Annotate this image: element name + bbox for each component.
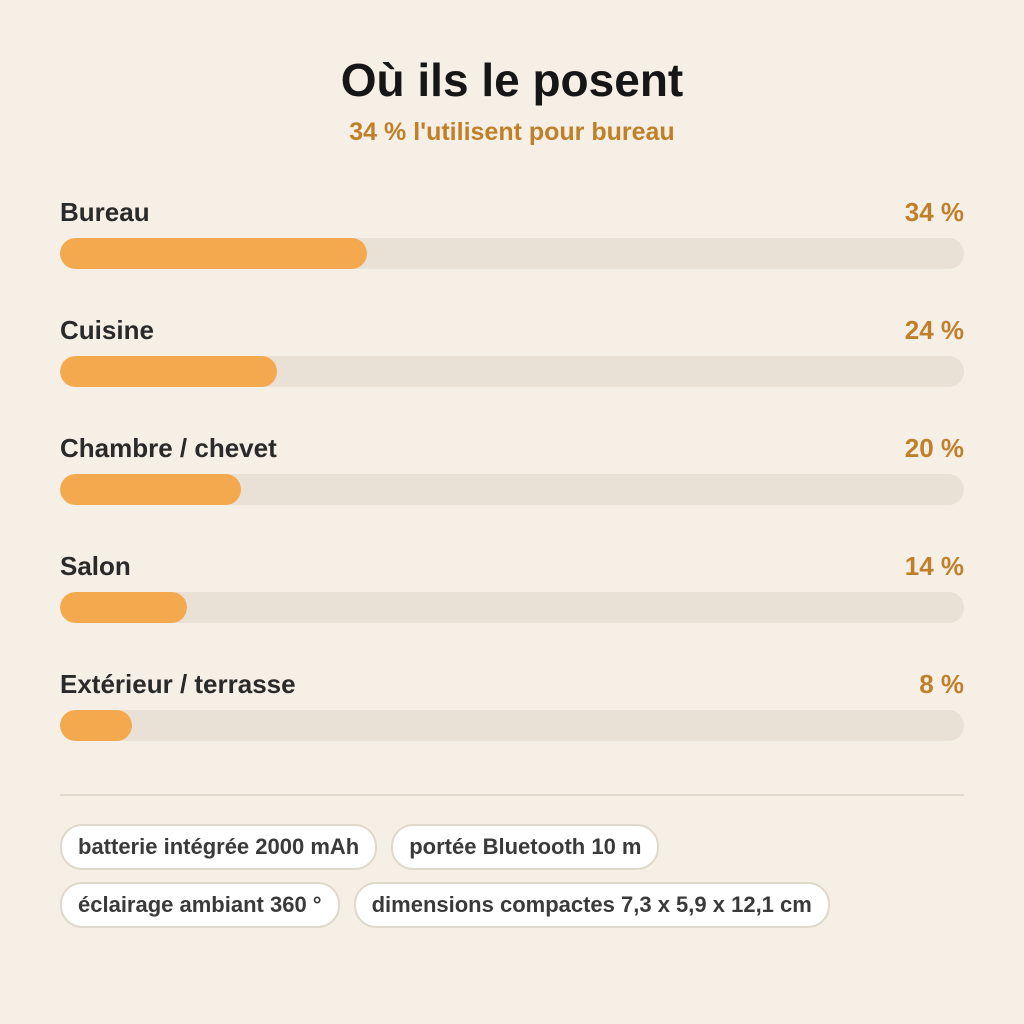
bar-label: Chambre / chevet [60,432,277,463]
tag-row: éclairage ambiant 360 ° dimensions compac… [60,882,964,928]
bar-label: Bureau [60,196,150,227]
bar-value-label: 24 % [904,314,964,345]
bar-track [60,592,964,623]
bar-value-label: 14 % [904,550,964,581]
bar-fill [60,474,241,505]
page-subtitle: 34 % l'utilisent pour bureau [349,118,675,146]
divider [60,794,964,796]
bar-value-label: 34 % [904,196,964,227]
page-title: Où ils le posent [340,54,684,106]
feature-tag: éclairage ambiant 360 ° [60,882,340,928]
bar-fill [60,238,367,269]
bar-row-header: Extérieur / terrasse 8 % [60,667,964,701]
bar-row-header: Cuisine 24 % [60,313,964,347]
bar-row-header: Chambre / chevet 20 % [60,431,964,465]
bar-fill [60,592,187,623]
bar-row-header: Salon 14 % [60,549,964,583]
bar-track [60,710,964,741]
bar-chart: Bureau 34 % Cuisine 24 % Chambre / chevet 20 … [60,195,964,785]
bar-fill [60,356,277,387]
feature-tag: portée Bluetooth 10 m [391,824,660,870]
bar-track [60,474,964,505]
bar-row: Salon 14 % [60,549,964,667]
bar-fill [60,710,132,741]
bar-track [60,238,964,269]
bar-row-header: Bureau 34 % [60,195,964,229]
tag-row: batterie intégrée 2000 mAh portée Bluetoo… [60,824,964,870]
feature-tag: batterie intégrée 2000 mAh [60,824,378,870]
bar-row: Chambre / chevet 20 % [60,431,964,549]
feature-tags: batterie intégrée 2000 mAh portée Bluetoo… [60,824,964,940]
bar-track [60,356,964,387]
bar-row: Cuisine 24 % [60,313,964,431]
bar-row: Bureau 34 % [60,195,964,313]
bar-row: Extérieur / terrasse 8 % [60,667,964,785]
bar-value-label: 8 % [919,668,964,699]
bar-value-label: 20 % [904,432,964,463]
bar-label: Salon [60,550,131,581]
bar-label: Extérieur / terrasse [60,668,296,699]
bar-label: Cuisine [60,314,154,345]
feature-tag: dimensions compactes 7,3 x 5,9 x 12,1 cm [353,882,830,928]
